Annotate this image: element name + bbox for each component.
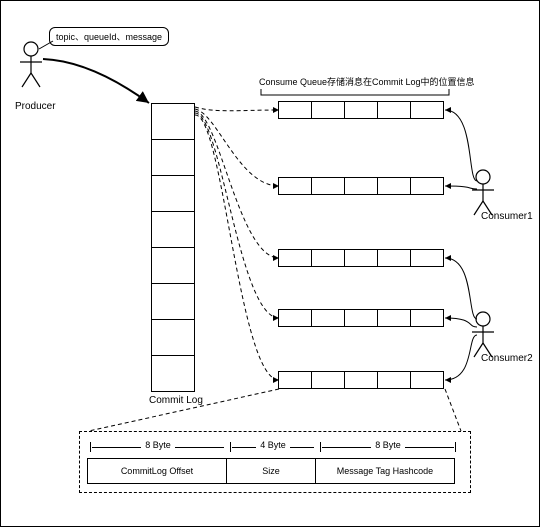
commit-log-cell [151,175,195,212]
queue-row [279,177,444,195]
diagram-canvas: topic、queueId、message Producer Consumer1… [0,0,540,527]
byte-data-cell: Size [226,458,316,484]
byte-header-label: 8 Byte [141,440,175,450]
queue-cell [410,177,444,195]
commit-log-label: Commit Log [149,395,203,406]
speech-bubble: topic、queueId、message [49,27,169,46]
commit-log-cell [151,103,195,140]
byte-header-cell: 8 Byte [318,440,458,454]
queue-cell [344,249,378,267]
queue-cell [377,101,411,119]
queue-cell [344,101,378,119]
consumer1-label: Consumer1 [481,211,533,222]
queue-cell [344,309,378,327]
queue-cell [344,177,378,195]
commit-log-cell [151,355,195,392]
queue-cell [311,309,345,327]
queue-cell [311,101,345,119]
stick-figure-icon [20,42,42,87]
byte-data-row: CommitLog OffsetSizeMessage Tag Hashcode [88,458,462,484]
queue-row [279,101,444,119]
queue-caption: Consume Queue存储消息在Commit Log中的位置信息 [259,75,475,88]
byte-header-cell: 4 Byte [228,440,318,454]
speech-text: topic、queueId、message [56,32,162,42]
byte-header-row: 8 Byte 4 Byte 8 Byte [88,440,462,454]
queue-row [279,309,444,327]
queue-cell [278,177,312,195]
byte-header-label: 8 Byte [371,440,405,450]
byte-header-cell: 8 Byte [88,440,228,454]
commit-log-cell [151,319,195,356]
byte-data-cell: Message Tag Hashcode [315,458,455,484]
queue-cell [410,101,444,119]
commit-log-cell [151,211,195,248]
queue-row [279,249,444,267]
queue-cell [377,249,411,267]
queue-cell [278,249,312,267]
queue-cell [278,371,312,389]
queue-cell [311,371,345,389]
consumer2-label: Consumer2 [481,353,533,364]
queue-cell [410,371,444,389]
stick-figure-icon [472,312,494,357]
byte-header-label: 4 Byte [256,440,290,450]
commit-log-cell [151,283,195,320]
queue-cell [311,249,345,267]
queue-cell [410,249,444,267]
queue-cell [311,177,345,195]
queue-row [279,371,444,389]
producer-label: Producer [15,101,56,112]
byte-data-cell: CommitLog Offset [87,458,227,484]
byte-layout-box: 8 Byte 4 Byte 8 Byte CommitLog OffsetSizeM… [79,431,471,493]
queue-cell [344,371,378,389]
stick-figure-icon [472,170,494,215]
queue-cell [410,309,444,327]
queue-cell [377,309,411,327]
queue-cell [377,177,411,195]
queue-cell [377,371,411,389]
queue-cell [278,101,312,119]
commit-log-cell [151,139,195,176]
commit-log-cell [151,247,195,284]
queue-cell [278,309,312,327]
